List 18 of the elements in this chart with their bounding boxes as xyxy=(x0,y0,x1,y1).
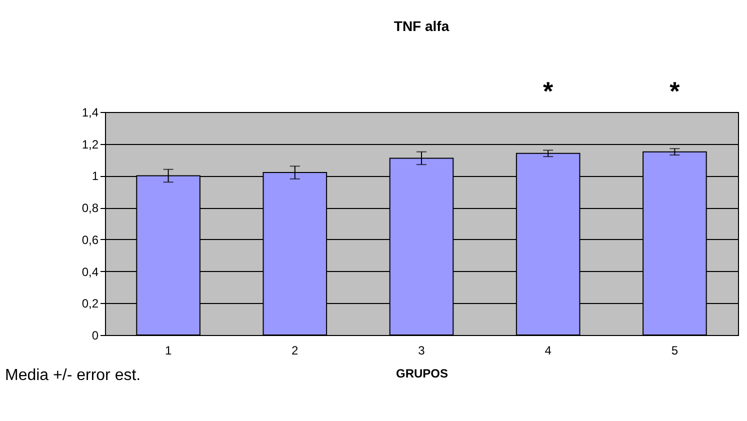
x-tick-label: 5 xyxy=(671,344,678,358)
y-tick-label: 0,6 xyxy=(82,232,99,247)
y-tick-label: 1,4 xyxy=(82,106,99,120)
x-tick-label: 2 xyxy=(292,344,299,358)
chart-title: TNF alfa xyxy=(394,18,450,34)
y-tick-label: 0 xyxy=(92,328,99,342)
text: * xyxy=(670,76,681,106)
y-tick-label: 1 xyxy=(92,169,99,184)
x-tick-label: 4 xyxy=(544,344,552,358)
y-tick-label: 1,2 xyxy=(82,137,99,152)
x-tick-label: 1 xyxy=(164,344,172,358)
text: * xyxy=(543,76,554,106)
y-tick-label: 0,4 xyxy=(82,264,99,279)
x-tick-label: 3 xyxy=(418,344,426,358)
y-tick-label: 0,8 xyxy=(82,201,99,216)
x-axis-title: GRUPOS xyxy=(396,366,448,380)
y-tick-label: 0,2 xyxy=(82,296,99,311)
text: Media +/- error est. xyxy=(5,367,141,384)
